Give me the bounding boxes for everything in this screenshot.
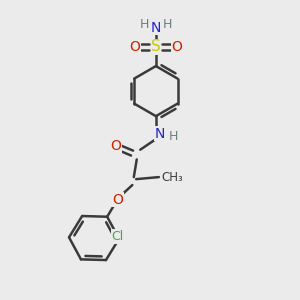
Text: Cl: Cl xyxy=(112,230,124,243)
Text: O: O xyxy=(172,40,182,54)
Text: CH₃: CH₃ xyxy=(162,171,184,184)
Text: O: O xyxy=(110,139,121,153)
Text: H: H xyxy=(162,18,172,32)
Text: H: H xyxy=(140,18,149,32)
Text: S: S xyxy=(151,39,161,54)
Text: N: N xyxy=(154,127,165,141)
Text: N: N xyxy=(151,21,161,35)
Text: O: O xyxy=(112,193,123,207)
Text: O: O xyxy=(129,40,140,54)
Text: H: H xyxy=(168,130,178,143)
